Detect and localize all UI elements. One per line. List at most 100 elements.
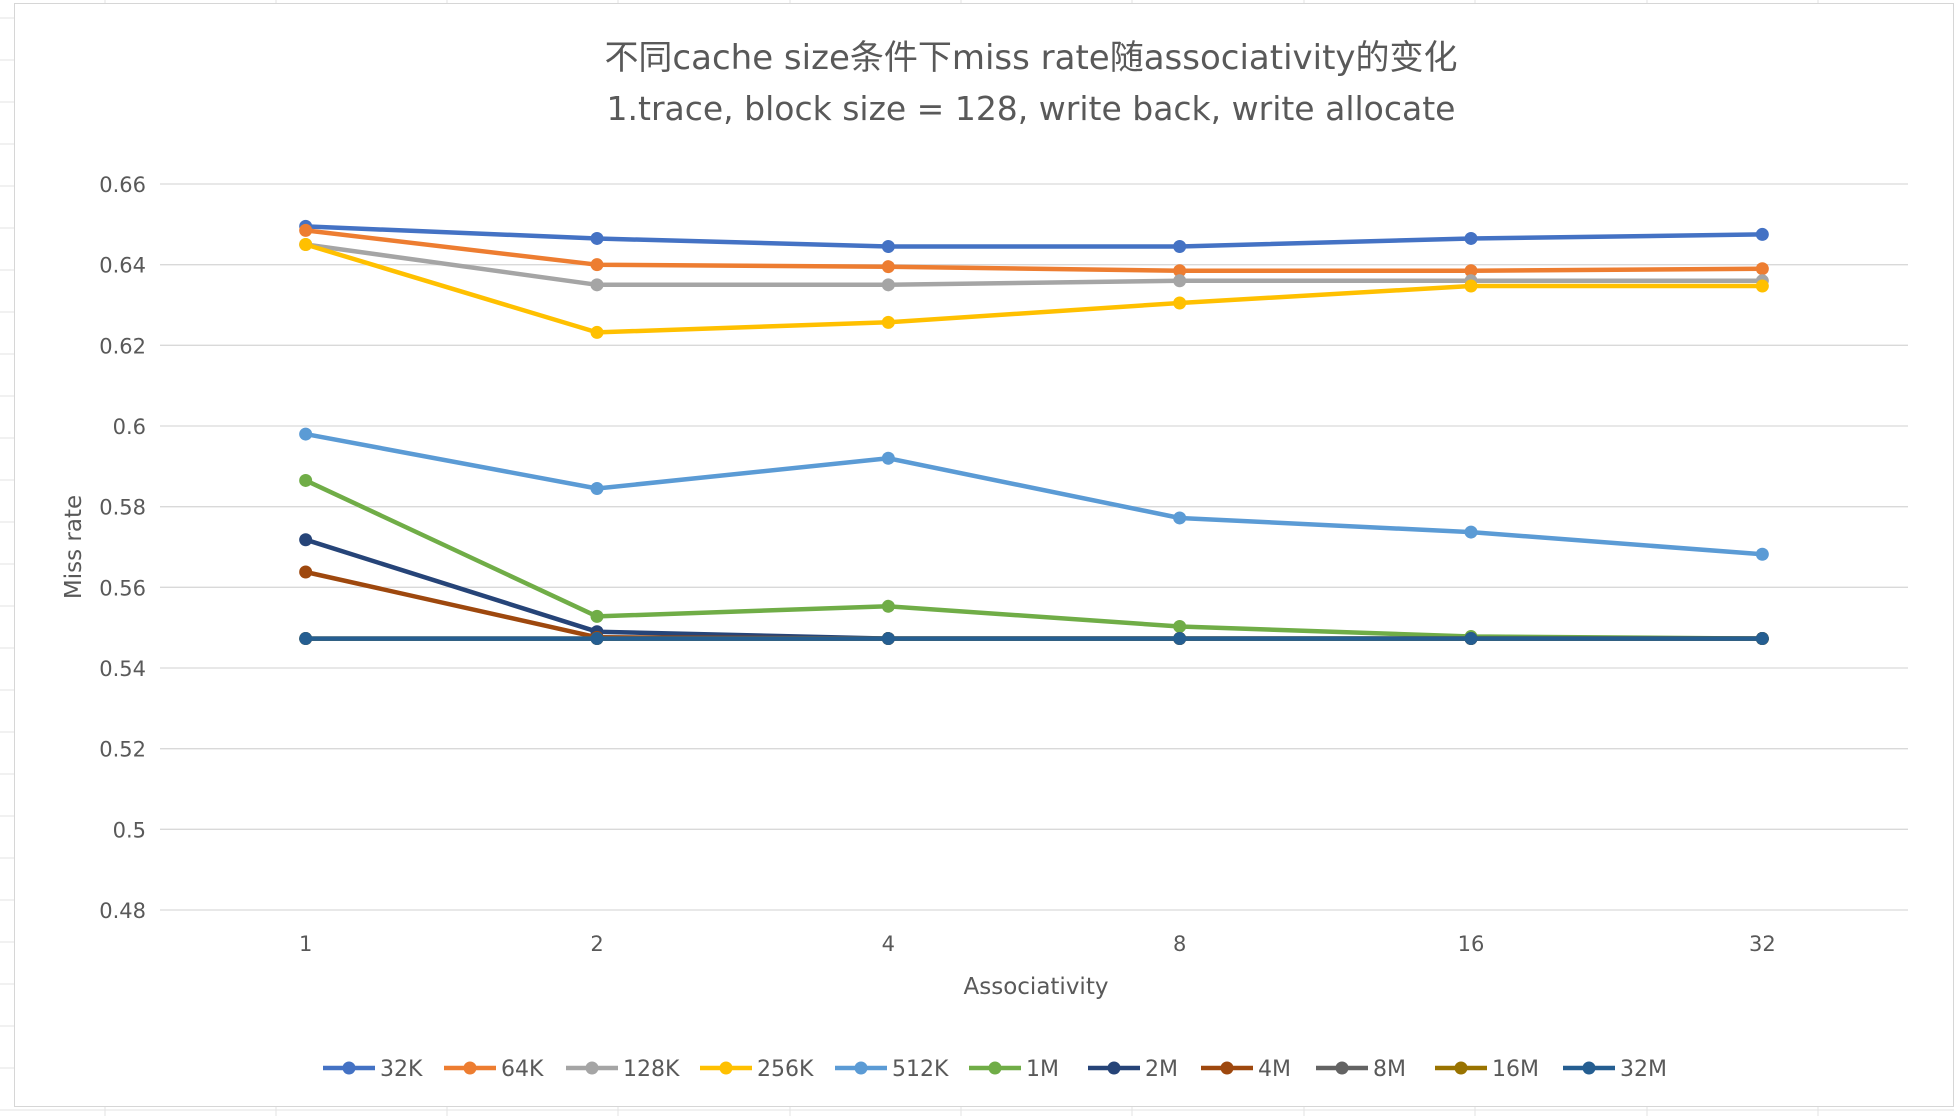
series-512k[interactable] [299,427,1769,561]
data-point[interactable] [299,473,313,487]
data-point[interactable] [1173,264,1187,278]
data-point[interactable] [1464,264,1478,278]
series-line [303,431,1765,557]
series-32m[interactable] [299,632,1769,646]
legend-item-16m[interactable]: 16M [1435,1057,1539,1082]
legend-label: 8M [1373,1057,1406,1082]
y-tick-label: 0.52 [99,738,146,762]
data-point[interactable] [1173,632,1187,646]
x-axis-title: Associativity [964,974,1109,1000]
legend-label: 128K [623,1057,680,1082]
y-axis-title: Miss rate [61,495,87,599]
legend-item-8m[interactable]: 8M [1316,1057,1406,1082]
y-tick-label: 0.48 [99,899,146,923]
data-point[interactable] [590,325,604,339]
data-point[interactable] [1464,525,1478,539]
series-line [303,537,1765,641]
legend-label: 2M [1145,1057,1178,1082]
legend-item-2m[interactable]: 2M [1088,1057,1178,1082]
series-layer [299,219,1769,646]
legend-item-512k[interactable]: 512K [835,1057,949,1082]
legend-label: 64K [501,1057,544,1082]
chart-title: 不同cache size条件下miss rate随associativity的变… [604,38,1457,78]
data-point[interactable] [299,565,313,579]
legend-item-4m[interactable]: 4M [1201,1057,1291,1082]
series-line [303,478,1765,641]
data-point[interactable] [1755,279,1769,293]
legend-swatch-marker [1107,1061,1121,1075]
data-point[interactable] [881,260,895,274]
legend-label: 32M [1620,1057,1667,1082]
data-point[interactable] [1173,274,1187,288]
legend-swatch-marker [1335,1061,1349,1075]
y-tick-label: 0.58 [99,496,146,520]
series-2m[interactable] [299,533,1769,646]
data-point[interactable] [1755,632,1769,646]
data-point[interactable] [590,278,604,292]
x-tick-label: 1 [299,932,312,956]
legend-swatch-marker [342,1061,356,1075]
series-32k[interactable] [299,219,1769,254]
data-point[interactable] [590,609,604,623]
data-point[interactable] [1464,231,1478,245]
data-point[interactable] [1173,296,1187,310]
legend-item-1m[interactable]: 1M [969,1057,1059,1082]
data-point[interactable] [590,632,604,646]
data-point[interactable] [1173,240,1187,254]
legend-swatch-marker [1220,1061,1234,1075]
legend-swatch-marker [1454,1061,1468,1075]
chart-frame[interactable]: 不同cache size条件下miss rate随associativity的变… [14,3,1954,1107]
data-point[interactable] [1173,511,1187,525]
legend-item-64k[interactable]: 64K [444,1057,544,1082]
series-64k[interactable] [299,223,1769,278]
data-point[interactable] [590,482,604,496]
data-point[interactable] [1464,279,1478,293]
data-point[interactable] [881,451,895,465]
data-point[interactable] [881,315,895,329]
gridlines [160,183,1908,911]
y-tick-label: 0.64 [99,254,146,278]
data-point[interactable] [590,258,604,272]
series-line [303,224,1765,249]
line-chart: 不同cache size条件下miss rate随associativity的变… [61,38,1908,1082]
data-point[interactable] [1755,227,1769,241]
legend-item-256k[interactable]: 256K [700,1057,814,1082]
data-point[interactable] [1464,632,1478,646]
data-point[interactable] [299,223,313,237]
y-tick-label: 0.5 [113,818,146,842]
data-point[interactable] [881,278,895,292]
data-point[interactable] [881,632,895,646]
data-point[interactable] [299,238,313,251]
legend-item-128k[interactable]: 128K [566,1057,680,1082]
y-tick-label: 0.62 [99,334,146,358]
data-point[interactable] [1755,547,1769,561]
legend-label: 256K [757,1057,814,1082]
legend-item-32k[interactable]: 32K [323,1057,423,1082]
legend-swatch-marker [1582,1061,1596,1075]
legend-label: 16M [1492,1057,1539,1082]
data-point[interactable] [299,632,313,646]
legend-swatch-marker [854,1061,868,1075]
y-axis-tick-labels: 0.48 0.5 0.52 0.54 0.56 0.58 0.6 0.62 0.64 0.66 [99,173,146,923]
data-point[interactable] [299,533,313,547]
legend-swatch-marker [585,1061,599,1075]
chart-subtitle: 1.trace, block size = 128, write back, w… [607,89,1456,128]
legend-swatch-marker [463,1061,477,1075]
data-point[interactable] [1173,619,1187,633]
x-tick-label: 2 [590,932,603,956]
legend-label: 32K [380,1057,423,1082]
series-256k[interactable] [299,238,1769,339]
x-tick-label: 8 [1173,932,1186,956]
data-point[interactable] [881,599,895,613]
legend-label: 1M [1026,1057,1059,1082]
x-axis-tick-labels: 1 2 4 8 16 32 [299,932,1776,956]
legend-swatch-marker [719,1061,733,1075]
data-point[interactable] [1755,262,1769,276]
series-line [303,242,1765,288]
series-line [303,228,1765,273]
legend-item-32m[interactable]: 32M [1563,1057,1667,1082]
data-point[interactable] [590,231,604,245]
legend-swatch-marker [988,1061,1002,1075]
data-point[interactable] [299,427,313,441]
data-point[interactable] [881,240,895,254]
